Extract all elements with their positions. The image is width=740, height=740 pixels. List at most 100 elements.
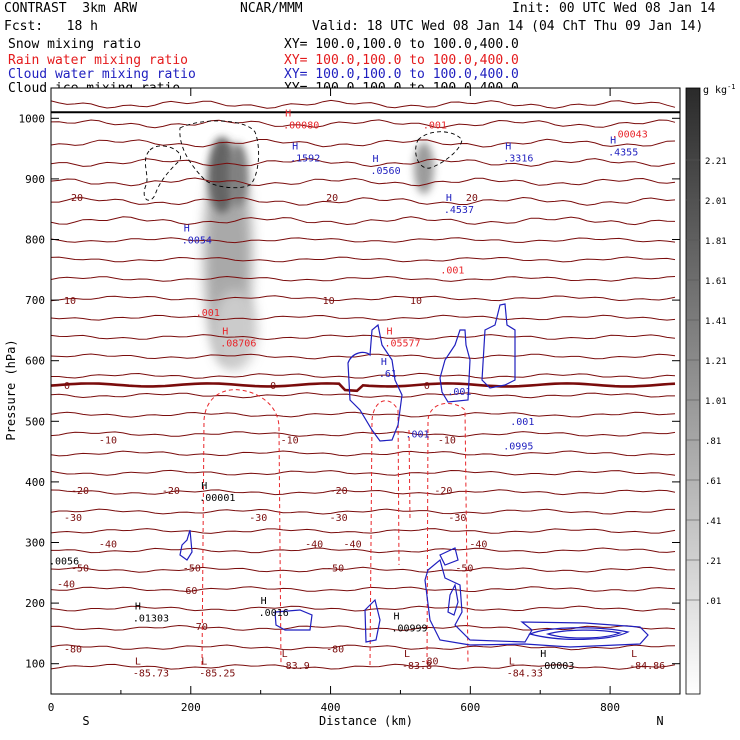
cloud-water-contour	[274, 609, 313, 631]
cloud-water-contour	[424, 558, 649, 648]
isotherm	[51, 314, 676, 321]
colorbar-label: 1.21	[705, 357, 727, 367]
isotherm-label: -60	[179, 586, 197, 597]
y-tick-label: 700	[25, 294, 45, 307]
isotherm-label: -50	[326, 563, 344, 574]
isotherm-label: -40	[99, 540, 117, 551]
extremum-mark: H	[184, 223, 190, 234]
temperature-contours	[51, 99, 680, 670]
temperature-labels: -80 -80 -80 -70 -60 -50 -50 -50 -50 -40 -40 -40 -40 -…	[57, 193, 487, 668]
extremum-value: .61	[379, 369, 397, 380]
extremum-mark: L	[404, 649, 410, 660]
isotherm	[51, 275, 676, 282]
colorbar-label: .81	[705, 437, 721, 447]
isotherm	[51, 196, 676, 206]
extremum-value: .001	[440, 266, 464, 277]
colorbar-label: .21	[705, 557, 721, 567]
isotherm	[51, 158, 676, 168]
extremum-value: .001	[510, 417, 534, 428]
isotherm-label: -30	[64, 513, 82, 524]
extremum-mark: H	[446, 193, 452, 204]
isotherm-label: -50	[455, 563, 473, 574]
y-tick-label: 300	[25, 537, 45, 550]
isotherm	[51, 99, 676, 109]
field-rain-xy: XY= 100.0,100.0 to 100.0,400.0	[284, 53, 519, 68]
extremum-value: -84.86	[629, 661, 665, 672]
extremum-value: .00999	[391, 623, 427, 634]
isotherm	[51, 586, 676, 593]
model-title: CONTRAST 3km ARW	[4, 1, 138, 16]
isotherm	[51, 489, 676, 496]
cloud-water-contour	[179, 529, 193, 561]
north-label: N	[656, 714, 663, 728]
init-time: Init: 00 UTC Wed 08 Jan 14	[512, 1, 716, 16]
cloud-water-contour	[347, 323, 403, 442]
y-axis-title: Pressure (hPa)	[4, 339, 18, 440]
y-tick-label: 1000	[19, 112, 46, 125]
extremum-mark: L	[282, 649, 288, 660]
isotherm	[51, 411, 676, 418]
extremum-value: .0056	[49, 557, 79, 568]
isotherm-label: 20	[466, 193, 478, 204]
isotherm-label: -10	[281, 435, 299, 446]
isotherm-label: -20	[162, 486, 180, 497]
colorbar-label: 2.01	[705, 197, 727, 207]
cloud-water-contour	[447, 583, 459, 616]
center-label: NCAR/MMM	[240, 1, 303, 16]
colorbar-label: .61	[705, 477, 721, 487]
cloud-water-contours	[179, 303, 649, 648]
extremum-value: .05577	[384, 338, 420, 349]
extremum-value: -85.25	[199, 669, 235, 680]
isotherm	[51, 216, 676, 226]
rain-contours	[201, 389, 469, 666]
forecast-hour: Fcst: 18 h	[4, 19, 98, 34]
isotherm-label: -10	[438, 435, 456, 446]
extremum-value: -83.8	[402, 661, 432, 672]
rain-contour	[426, 402, 469, 665]
isotherm	[51, 177, 676, 187]
extremum-value: .0560	[370, 166, 400, 177]
extremum-value: .001	[196, 308, 220, 319]
extremum-value: .00003	[538, 661, 574, 672]
isotherm	[51, 256, 676, 263]
x-tick-label: 200	[181, 701, 201, 714]
isotherm	[51, 450, 676, 457]
extremum-value: .4355	[608, 148, 638, 159]
extremum-mark: H	[505, 142, 511, 153]
isotherm-label: -40	[305, 540, 323, 551]
x-tick-label: 600	[460, 701, 480, 714]
field-snow-name: Snow mixing ratio	[8, 37, 142, 52]
isotherm-label: -20	[330, 486, 348, 497]
x-tick-label: 0	[48, 701, 55, 714]
contour-annotations: L-85.73L-85.25L-83.9L-83.8 L-84.33L-84.86…	[49, 108, 665, 680]
extremum-value: .0016	[259, 608, 289, 619]
colorbar-label: 2.21	[705, 157, 727, 167]
x-tick-label: 800	[600, 701, 620, 714]
south-label: S	[82, 714, 89, 728]
field-cloudwater-name: Cloud water mixing ratio	[8, 67, 196, 82]
extremum-mark: H	[381, 357, 387, 368]
colorbar-unit: g kg-1	[703, 83, 736, 96]
isotherm-label: 20	[326, 193, 338, 204]
field-rain-name: Rain water mixing ratio	[8, 53, 189, 68]
extremum-mark: H	[292, 142, 298, 153]
cloud-water-contour	[439, 547, 459, 566]
cloud-water-contour	[545, 629, 623, 639]
extremum-value: .1592	[290, 154, 320, 165]
isotherm	[51, 605, 676, 612]
extremum-value: .001	[423, 120, 447, 131]
isotherm	[51, 469, 676, 476]
extremum-mark: L	[631, 649, 637, 660]
isotherm	[51, 334, 676, 341]
cloud-water-contour	[481, 303, 516, 389]
axis-ticks: 0 200 400 600 800100200300400500600700800900…	[19, 88, 680, 714]
extremum-mark: H	[386, 326, 392, 337]
cloud-ice-contour	[179, 120, 260, 189]
extremum-value: .0995	[503, 441, 533, 452]
x-tick-label: 400	[321, 701, 341, 714]
isotherm-label: -80	[326, 645, 344, 656]
y-tick-label: 400	[25, 476, 45, 489]
freezing-level	[51, 382, 676, 393]
extremum-value: .08706	[220, 338, 256, 349]
